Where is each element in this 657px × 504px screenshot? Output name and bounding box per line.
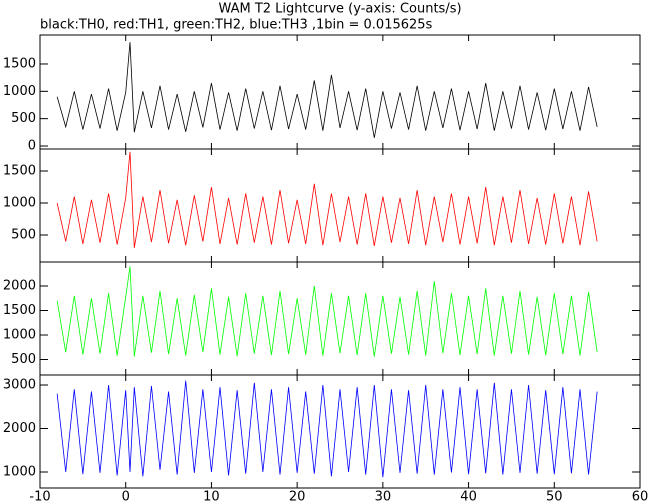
x-tick-label: 40 xyxy=(460,490,477,504)
y-tick-label: 1500 xyxy=(3,303,36,318)
panel-frame xyxy=(39,34,641,150)
y-tick-label: 1000 xyxy=(3,328,36,343)
x-tick-label: 60 xyxy=(632,490,649,504)
y-tick-label: 1000 xyxy=(3,84,36,99)
y-tick-label: 500 xyxy=(11,352,36,367)
panel-frame xyxy=(39,374,641,489)
line-series xyxy=(56,266,598,357)
y-tick-label: 1500 xyxy=(3,56,36,71)
x-tick-label: 30 xyxy=(375,490,392,504)
x-tick-label: 10 xyxy=(203,490,220,504)
y-tick-label: 1000 xyxy=(3,464,36,479)
line-series xyxy=(56,151,598,248)
chart-title: WAM T2 Lightcurve (y-axis: Counts/s) xyxy=(218,2,461,17)
x-tick-label: -10 xyxy=(29,490,50,504)
y-tick-label: 1500 xyxy=(3,164,36,179)
line-series xyxy=(56,42,598,138)
x-tick-label: 20 xyxy=(289,490,306,504)
panel-frame xyxy=(39,148,641,263)
panel-frame xyxy=(39,261,641,376)
x-tick-label: 50 xyxy=(546,490,563,504)
y-tick-label: 0 xyxy=(28,138,36,153)
line-series xyxy=(56,380,598,478)
y-tick-label: 1000 xyxy=(3,196,36,211)
x-tick-label: 0 xyxy=(122,490,130,504)
y-tick-label: 2000 xyxy=(3,279,36,294)
chart-subtitle: black:TH0, red:TH1, green:TH2, blue:TH3 … xyxy=(40,18,433,33)
y-tick-label: 500 xyxy=(11,111,36,126)
y-tick-label: 2000 xyxy=(3,421,36,436)
y-tick-label: 3000 xyxy=(3,378,36,393)
y-tick-label: 500 xyxy=(11,227,36,242)
